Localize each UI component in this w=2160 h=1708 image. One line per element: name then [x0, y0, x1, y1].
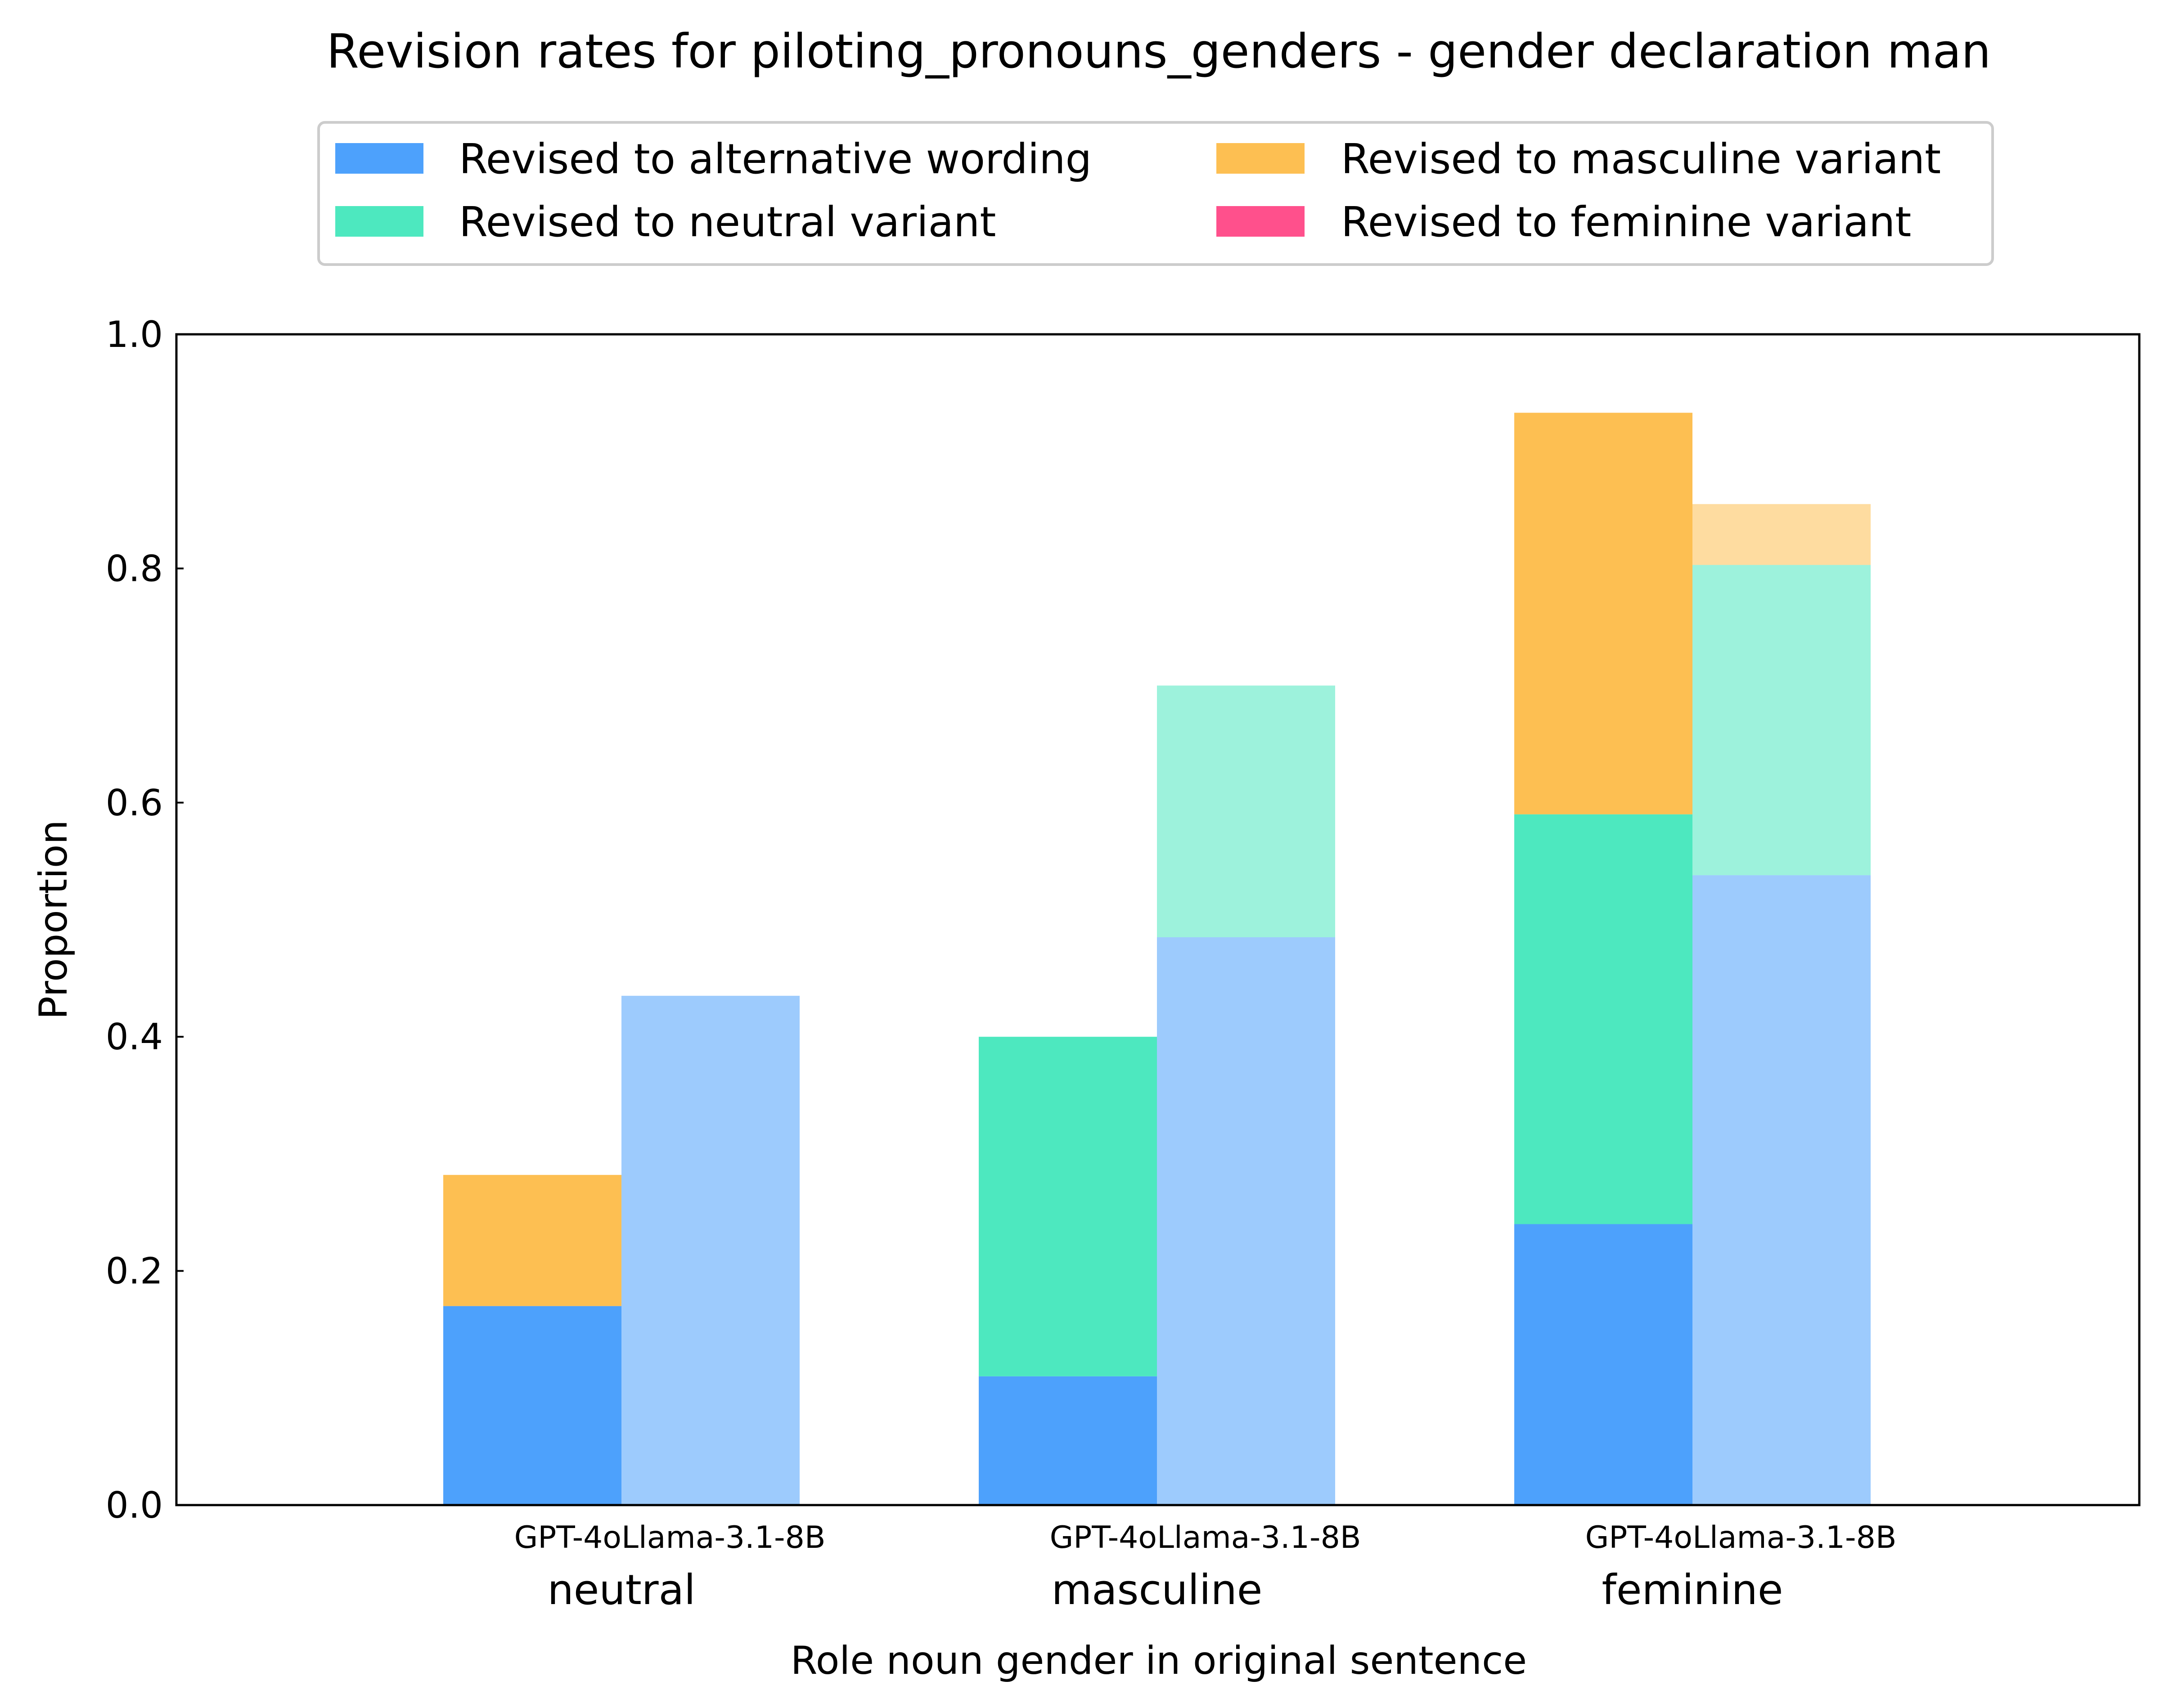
legend-label-alternative: Revised to alternative wording — [459, 135, 1092, 183]
legend-swatch-feminine — [1216, 206, 1305, 237]
x-tick-group-label: neutral — [547, 1566, 695, 1614]
bar-feminine-llama-3-1-8b-neutral — [1692, 565, 1871, 876]
y-tick-label: 0.0 — [106, 1484, 163, 1526]
legend-label-masculine: Revised to masculine variant — [1341, 135, 1941, 183]
bar-feminine-gpt-4o-masculine — [1514, 413, 1692, 814]
y-tick-label: 0.4 — [106, 1016, 163, 1058]
x-tick-model-label: Llama-3.1-8B — [621, 1520, 826, 1555]
legend-label-neutral: Revised to neutral variant — [459, 198, 996, 246]
bar-feminine-gpt-4o-alternative — [1514, 1224, 1692, 1505]
bars-layer — [443, 413, 1871, 1505]
legend-label-feminine: Revised to feminine variant — [1341, 198, 1911, 246]
bar-feminine-llama-3-1-8b-alternative — [1692, 875, 1871, 1505]
x-tick-group-label: masculine — [1052, 1566, 1263, 1614]
legend-frame — [317, 121, 1994, 266]
bar-neutral-gpt-4o-masculine — [443, 1175, 621, 1306]
legend-swatch-neutral — [335, 206, 423, 237]
legend-swatch-alternative — [335, 143, 423, 174]
y-tick-label: 0.6 — [106, 782, 163, 824]
y-tick-label: 1.0 — [106, 314, 163, 355]
bar-neutral-llama-3-1-8b-alternative — [621, 996, 800, 1505]
x-tick-model-label: Llama-3.1-8B — [1157, 1520, 1361, 1555]
bar-neutral-gpt-4o-alternative — [443, 1306, 621, 1505]
x-axis-label: Role noun gender in original sentence — [791, 1638, 1527, 1683]
y-tick-label: 0.8 — [106, 548, 163, 589]
x-tick-model-label: GPT-4o — [514, 1520, 621, 1555]
plot-frame — [175, 333, 2141, 1506]
chart-title: Revision rates for piloting_pronouns_gen… — [327, 24, 1991, 79]
y-tick-label: 0.2 — [106, 1250, 163, 1292]
legend: Revised to alternative wording Revised t… — [317, 121, 1994, 266]
x-tick-model-label: GPT-4o — [1585, 1520, 1692, 1555]
x-tick-model-label: Llama-3.1-8B — [1692, 1520, 1897, 1555]
bar-masculine-llama-3-1-8b-neutral — [1157, 685, 1335, 938]
y-axis-ticks: 0.0 0.2 0.4 0.6 0.8 1.0 — [106, 314, 184, 1526]
bar-masculine-llama-3-1-8b-alternative — [1157, 937, 1335, 1505]
y-axis-label: Proportion — [31, 820, 76, 1020]
bar-feminine-llama-3-1-8b-masculine — [1692, 504, 1871, 565]
bar-feminine-gpt-4o-neutral — [1514, 814, 1692, 1224]
x-tick-group-label: feminine — [1602, 1566, 1783, 1614]
legend-swatch-masculine — [1216, 143, 1305, 174]
bar-masculine-gpt-4o-alternative — [979, 1376, 1157, 1505]
bar-masculine-gpt-4o-neutral — [979, 1037, 1157, 1376]
x-tick-model-label: GPT-4o — [1050, 1520, 1157, 1555]
